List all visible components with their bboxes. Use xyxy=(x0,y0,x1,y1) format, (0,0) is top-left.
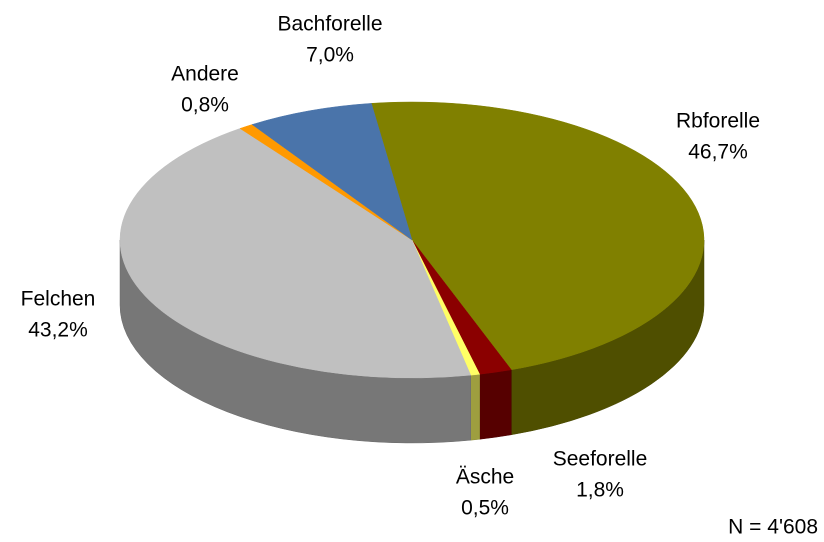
slice-side xyxy=(479,369,512,440)
slice-label: Andere xyxy=(171,63,239,86)
slice-side xyxy=(470,373,480,441)
slice-top xyxy=(119,128,472,379)
slice-label: Bachforelle xyxy=(277,13,382,36)
slice-value-label: 7,0% xyxy=(306,44,354,67)
slice-value-label: 43,2% xyxy=(28,319,88,342)
slice-label: Rbforelle xyxy=(676,110,760,133)
slice xyxy=(119,128,472,444)
slice-label: Felchen xyxy=(21,288,96,311)
slice xyxy=(411,239,512,440)
slice-value-label: 46,7% xyxy=(688,141,748,164)
slice-value-label: 0,5% xyxy=(461,497,509,520)
slice-value-label: 0,8% xyxy=(181,94,229,117)
slice xyxy=(251,103,413,241)
slice-top xyxy=(371,101,705,371)
slice-label: Seeforelle xyxy=(553,448,648,471)
slice-label: Äsche xyxy=(456,466,514,489)
slice-top xyxy=(251,103,413,241)
slice-value-label: 1,8% xyxy=(576,479,624,502)
annotation: N = 4'608 xyxy=(728,516,818,539)
